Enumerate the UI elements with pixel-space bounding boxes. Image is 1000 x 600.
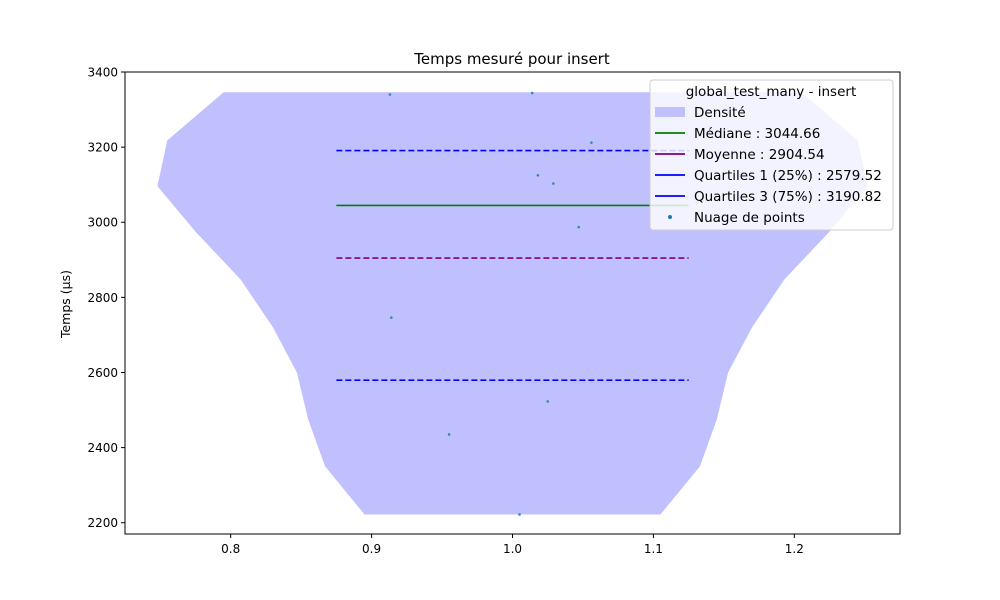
plot-frame — [124, 71, 901, 535]
axes-ticks: 0.8 0.9 1.0 1.1 1.2 2200 2400 2600 2800 3000 3200 3… — [87, 66, 803, 557]
data-point — [536, 173, 540, 177]
x-tick-label: 0.8 — [221, 542, 240, 556]
legend-label: Moyenne : 2904.54 — [694, 147, 825, 163]
legend-label: Quartiles 1 (25%) : 2579.52 — [694, 168, 882, 184]
data-point — [447, 433, 451, 436]
data-point — [546, 400, 550, 403]
legend-label: Médiane : 3044.66 — [694, 126, 820, 142]
data-point — [388, 93, 392, 96]
x-tick-label: 1.1 — [644, 542, 663, 556]
data-point — [390, 316, 393, 319]
y-tick-label: 3000 — [87, 216, 118, 230]
y-tick-label: 2800 — [87, 291, 118, 305]
legend: global_test_many - insert Densité Médiane… — [649, 79, 894, 231]
data-point — [577, 225, 581, 229]
y-tick-label: 2400 — [87, 441, 118, 455]
data-point — [552, 182, 555, 185]
legend-label: Nuage de points — [694, 210, 805, 226]
data-point — [530, 91, 534, 95]
chart-title: Temps mesuré pour insert — [413, 50, 610, 68]
x-tick-label: 1.2 — [785, 542, 804, 556]
y-tick-label: 2200 — [87, 516, 118, 530]
x-tick-label: 0.9 — [362, 542, 381, 556]
y-tick-label: 3400 — [87, 66, 118, 80]
data-point — [518, 513, 521, 516]
legend-box — [649, 79, 894, 231]
legend-label: Quartiles 3 (75%) : 3190.82 — [694, 189, 882, 205]
legend-swatch-patch — [655, 107, 685, 117]
x-tick-label: 1.0 — [503, 542, 522, 556]
legend-swatch-point — [668, 215, 672, 219]
y-axis-label: Temps (µs) — [58, 270, 73, 339]
y-tick-label: 3200 — [87, 141, 118, 155]
legend-label: Densité — [694, 105, 746, 121]
y-tick-label: 2600 — [87, 366, 118, 380]
data-point — [590, 141, 593, 144]
legend-title: global_test_many - insert — [686, 84, 857, 100]
